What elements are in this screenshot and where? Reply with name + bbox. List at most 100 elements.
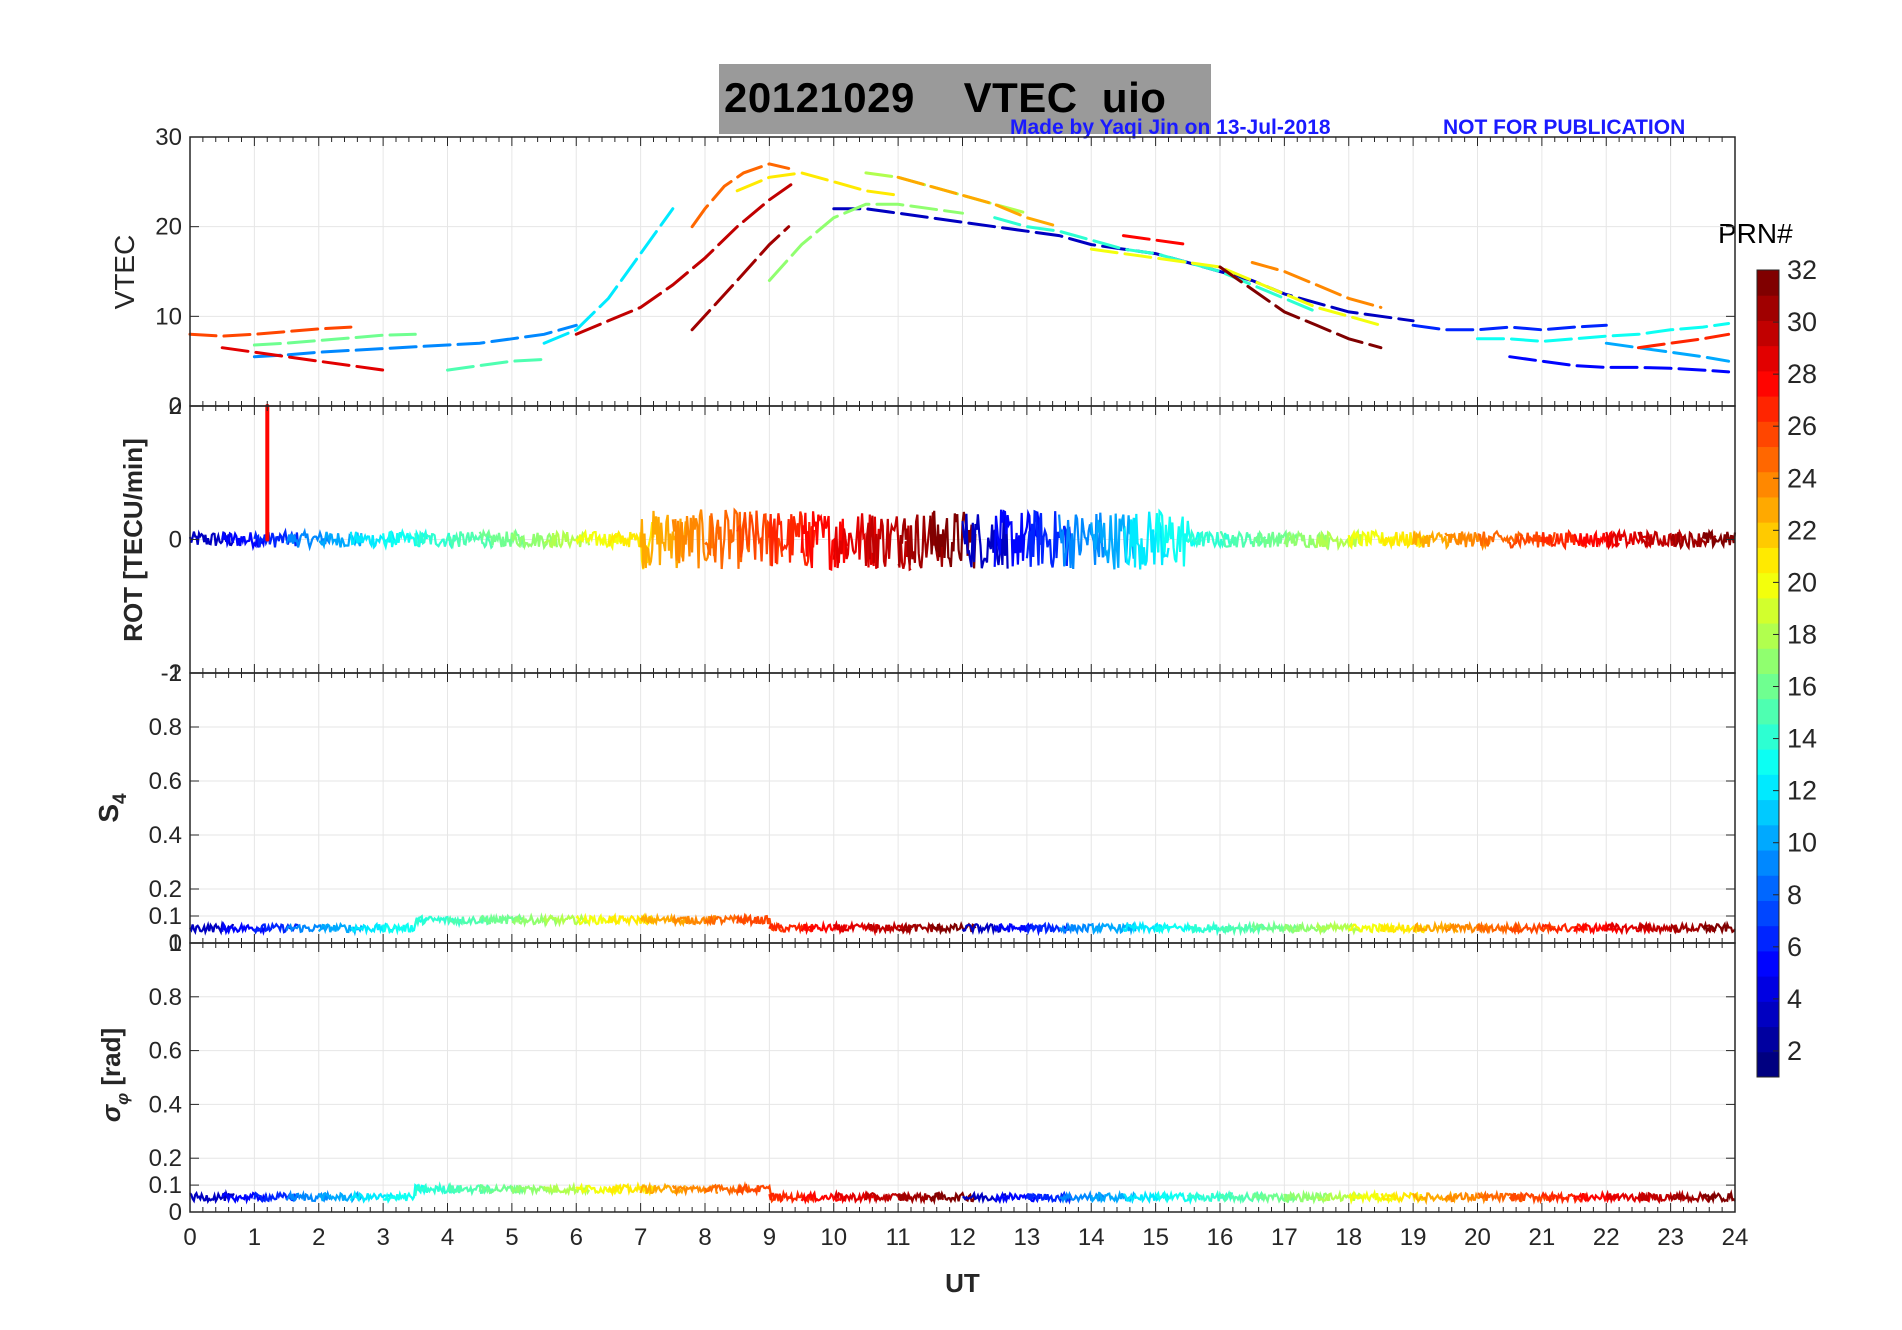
x-tick-label: 16	[1207, 1224, 1234, 1251]
colorbar-tick-label: 14	[1787, 724, 1817, 754]
y-tick-label: 0.8	[149, 714, 182, 741]
series-line-prn-15	[446, 357, 546, 372]
title-date: 20121029	[724, 74, 915, 121]
noise-trace-prn-16	[1251, 529, 1299, 548]
colorbar-tick-label: 16	[1787, 672, 1817, 702]
x-tick-label: 21	[1529, 1224, 1556, 1251]
x-tick-label: 23	[1657, 1224, 1684, 1251]
x-tick-label: 10	[820, 1224, 847, 1251]
colorbar-band	[1757, 345, 1779, 372]
notice-text: NOT FOR PUBLICATION	[1443, 116, 1686, 139]
noise-trace-prn-12	[1122, 511, 1170, 570]
series-line-prn-29	[220, 346, 385, 372]
series-line-prn-32	[1218, 265, 1383, 350]
colorbar-band	[1757, 496, 1779, 523]
y-tick-label: -2	[161, 660, 182, 687]
colorbar-band	[1757, 950, 1779, 977]
x-tick-label: 12	[949, 1224, 976, 1251]
y-tick-label: 0.1	[149, 1172, 182, 1199]
x-tick-label: 7	[634, 1224, 647, 1251]
x-tick-label: 4	[441, 1224, 454, 1251]
colorbar-band	[1757, 446, 1779, 473]
noise-trace-prn-15	[1218, 1190, 1266, 1205]
noise-trace-prn-21	[607, 912, 655, 928]
y-tick-label: 0.6	[149, 1038, 182, 1065]
x-tick-label: 8	[698, 1224, 711, 1251]
colorbar-band	[1757, 774, 1779, 801]
x-tick-label: 1	[248, 1224, 261, 1251]
noise-trace-prn-13	[382, 916, 428, 936]
noise-trace-prn-29	[833, 1189, 880, 1205]
colorbar-band	[1757, 1001, 1779, 1028]
noise-trace-prn-17	[510, 529, 558, 551]
noise-trace-prn-20	[1347, 528, 1395, 550]
noise-trace-prn-18	[1315, 920, 1362, 936]
y-tick-label: 20	[155, 214, 182, 241]
colorbar-band	[1757, 370, 1779, 397]
colorbar-tick-label: 32	[1787, 255, 1817, 285]
noise-trace-prn-28	[800, 1190, 848, 1205]
y-tick-label: 0	[169, 1199, 182, 1226]
colorbar-tick-label: 26	[1787, 411, 1817, 441]
colorbar-band	[1757, 900, 1779, 927]
noise-trace-prn-13	[1154, 508, 1202, 567]
colorbar-frame	[1756, 269, 1780, 1078]
series-line-prn-31	[690, 225, 791, 332]
x-tick-label: 18	[1335, 1224, 1362, 1251]
y-tick-label: 0.2	[149, 1145, 182, 1172]
noise-trace-prn-30	[1637, 920, 1684, 936]
y-tick-label: 0.2	[149, 876, 182, 903]
series-line-prn-27	[1636, 332, 1731, 350]
y-tick-label: 0	[169, 527, 182, 554]
y-tick-label: 0	[169, 930, 182, 957]
x-tick-label: 13	[1014, 1224, 1041, 1251]
colorbar-band	[1757, 749, 1779, 775]
series-line-prn-13	[1476, 322, 1731, 343]
noise-trace-prn-10	[1090, 921, 1137, 936]
label-layer: 0102030-20200.10.20.40.60.8100.10.20.40.…	[93, 124, 1748, 1298]
noise-trace-prn-29	[832, 513, 880, 569]
noise-trace-prn-15	[446, 531, 494, 550]
x-tick-label: 5	[505, 1224, 518, 1251]
series-line-prn-6	[1411, 323, 1608, 332]
series-line-prn-25	[690, 162, 791, 229]
noise-trace-prn-30	[864, 515, 912, 572]
trace-layer	[188, 162, 1737, 1206]
colorbar-band	[1757, 799, 1779, 826]
noise-trace-prn-28	[1573, 529, 1621, 550]
noise-trace-prn-32	[1701, 920, 1736, 936]
series-line-prn-14	[993, 216, 1319, 314]
noise-trace-prn-3	[961, 921, 1009, 936]
noise-trace-prn-6	[1025, 921, 1073, 936]
noise-trace-prn-13	[1154, 921, 1202, 935]
colorbar-tick-label: 10	[1787, 828, 1817, 858]
series-line-prn-21	[735, 171, 900, 197]
sigma-axis-label: σφ [rad]	[96, 1028, 132, 1122]
colorbar-band	[1757, 421, 1779, 448]
noise-trace-prn-10	[1090, 513, 1138, 570]
noise-trace-prn-31	[1669, 1189, 1717, 1204]
noise-trace-prn-9	[1058, 512, 1106, 570]
noise-trace-prn-16	[478, 528, 526, 549]
x-tick-label: 0	[183, 1224, 196, 1251]
series-line-prn-3	[832, 207, 1415, 323]
series-line-prn-9	[252, 323, 578, 359]
noise-trace-prn-14	[1186, 1189, 1233, 1203]
y-tick-label: 1	[169, 930, 182, 957]
noise-trace-prn-24	[1444, 530, 1492, 552]
noise-trace-prn-27	[768, 511, 816, 567]
series-line-prn-16	[252, 332, 417, 347]
vtec-axis-label: VTEC	[109, 235, 140, 310]
colorbar-band	[1757, 471, 1779, 498]
noise-trace-prn-12	[1122, 920, 1170, 935]
noise-trace-prn-32	[1701, 1189, 1736, 1205]
noise-trace-prn-6	[1025, 509, 1073, 568]
y-tick-label: 1	[169, 660, 182, 687]
noise-trace-prn-5	[221, 1191, 268, 1205]
noise-trace-prn-26	[1508, 921, 1556, 936]
noise-trace-prn-27	[1540, 922, 1588, 935]
noise-trace-prn-15	[446, 1181, 494, 1197]
series-line-prn-20	[1089, 247, 1383, 327]
